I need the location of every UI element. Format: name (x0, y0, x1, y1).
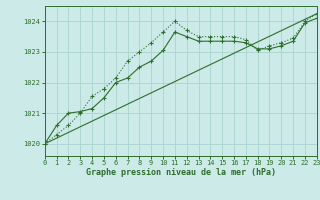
X-axis label: Graphe pression niveau de la mer (hPa): Graphe pression niveau de la mer (hPa) (86, 168, 276, 177)
